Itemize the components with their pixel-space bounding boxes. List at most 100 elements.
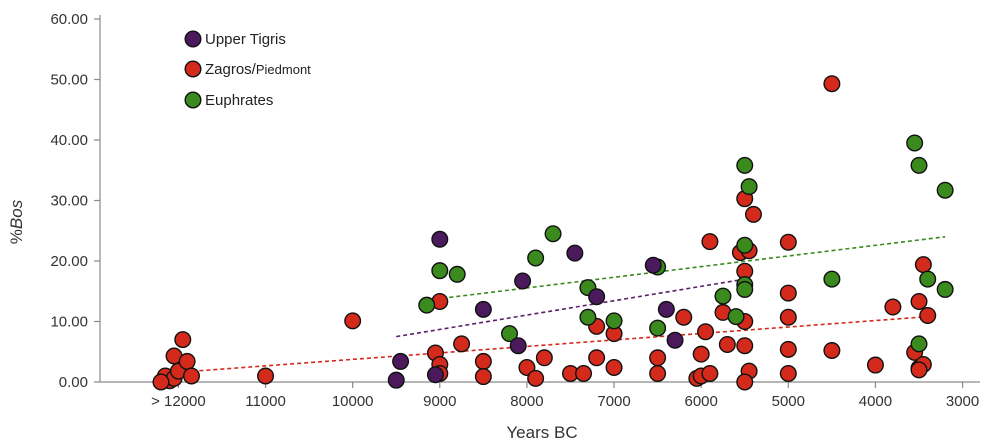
data-point-series-1 [919, 306, 937, 324]
data-point-series-2 [736, 156, 754, 174]
x-tick-label: 11000 [245, 393, 286, 410]
y-tick-label: 60.00 [50, 11, 88, 28]
data-point-series-2 [919, 270, 937, 288]
data-point-series-0 [387, 371, 405, 389]
data-point-series-2 [579, 308, 597, 326]
y-axis-title-italic: Bos [7, 199, 26, 229]
data-point-series-0 [514, 272, 532, 290]
data-point-series-1 [823, 342, 841, 360]
x-tick-label: > 12000 [151, 393, 206, 410]
data-point-series-1 [182, 367, 200, 385]
data-point-series-2 [649, 319, 667, 337]
data-point-series-1 [527, 369, 545, 387]
y-tick-label: 20.00 [50, 253, 88, 270]
data-point-series-2 [736, 236, 754, 254]
x-tick-label: 10000 [332, 393, 374, 410]
data-point-series-2 [736, 280, 754, 298]
data-point-series-1 [649, 365, 667, 383]
data-point-series-1 [474, 352, 492, 370]
legend: Upper Tigris Zagros/Piedmont Euphrates [184, 30, 311, 109]
x-axis-title: Years BC [506, 423, 577, 442]
data-point-series-0 [588, 288, 606, 306]
data-point-series-1 [910, 361, 928, 379]
y-tick-label: 50.00 [50, 72, 88, 89]
data-point-series-2 [418, 296, 436, 314]
data-point-series-1 [605, 358, 623, 376]
x-tick-label: 5000 [772, 393, 805, 410]
x-tick-label: 7000 [597, 393, 630, 410]
chart-axes: 0.00 10.00 20.00 30.00 40.00 50.00 60.00 > 1200… [50, 11, 980, 410]
data-point-series-1 [453, 335, 471, 353]
data-point-series-2 [527, 249, 545, 267]
data-point-series-0 [426, 366, 444, 384]
x-tick-label: 6000 [685, 393, 718, 410]
data-point-series-1 [701, 233, 719, 251]
data-point-series-1 [866, 356, 884, 374]
legend-marker [184, 30, 202, 48]
data-point-series-1 [344, 312, 362, 330]
data-point-series-1 [910, 293, 928, 311]
data-point-series-0 [657, 300, 675, 318]
legend-label: Upper Tigris [205, 31, 286, 48]
y-tick-label: 30.00 [50, 193, 88, 210]
data-point-series-0 [509, 337, 527, 355]
x-tick-label: 9000 [423, 393, 456, 410]
data-point-series-2 [501, 325, 519, 343]
y-tick-label: 10.00 [50, 314, 88, 331]
data-point-series-1 [914, 256, 932, 274]
data-point-series-0 [392, 352, 410, 370]
x-tick-label: 3000 [946, 393, 979, 410]
y-tick-label: 40.00 [50, 132, 88, 149]
data-point-series-1 [779, 308, 797, 326]
data-point-series-2 [910, 335, 928, 353]
data-point-series-0 [474, 300, 492, 318]
legend-label: Zagros/Piedmont [205, 61, 311, 78]
legend-label: Euphrates [205, 92, 273, 109]
data-point-series-1 [884, 298, 902, 316]
data-point-series-1 [588, 349, 606, 367]
data-point-series-1 [174, 331, 192, 349]
data-point-series-0 [666, 331, 684, 349]
data-point-series-2 [906, 134, 924, 152]
data-point-series-1 [649, 349, 667, 367]
data-point-series-1 [701, 365, 719, 383]
data-point-series-1 [736, 373, 754, 391]
data-point-series-2 [727, 308, 745, 326]
data-point-series-1 [257, 367, 275, 385]
data-point-series-1 [152, 373, 170, 391]
data-point-series-1 [692, 345, 710, 363]
data-point-series-2 [823, 270, 841, 288]
data-point-series-0 [566, 244, 584, 262]
data-points [152, 75, 954, 391]
data-point-series-2 [714, 287, 732, 305]
data-point-series-2 [740, 178, 758, 196]
data-point-series-1 [779, 365, 797, 383]
data-point-series-2 [605, 312, 623, 330]
data-point-series-2 [936, 181, 954, 199]
data-point-series-1 [575, 365, 593, 383]
data-point-series-0 [431, 230, 449, 248]
data-point-series-2 [936, 280, 954, 298]
data-point-series-1 [178, 352, 196, 370]
data-point-series-1 [823, 75, 841, 93]
data-point-series-1 [535, 349, 553, 367]
data-point-series-2 [910, 156, 928, 174]
data-point-series-1 [697, 323, 715, 341]
data-point-series-1 [779, 340, 797, 358]
data-point-series-1 [779, 284, 797, 302]
y-axis-title: %Bos [7, 199, 26, 244]
data-point-series-1 [474, 368, 492, 386]
y-tick-label: 0.00 [59, 374, 88, 391]
trendline-series-2 [435, 236, 946, 300]
data-point-series-2 [431, 262, 449, 280]
legend-marker [184, 60, 202, 78]
data-point-series-1 [736, 337, 754, 355]
legend-marker [184, 91, 202, 109]
data-point-series-1 [779, 233, 797, 251]
x-tick-label: 4000 [859, 393, 892, 410]
data-point-series-1 [675, 308, 693, 326]
trendline-series-1 [178, 315, 928, 374]
data-point-series-0 [644, 256, 662, 274]
data-point-series-2 [448, 265, 466, 283]
